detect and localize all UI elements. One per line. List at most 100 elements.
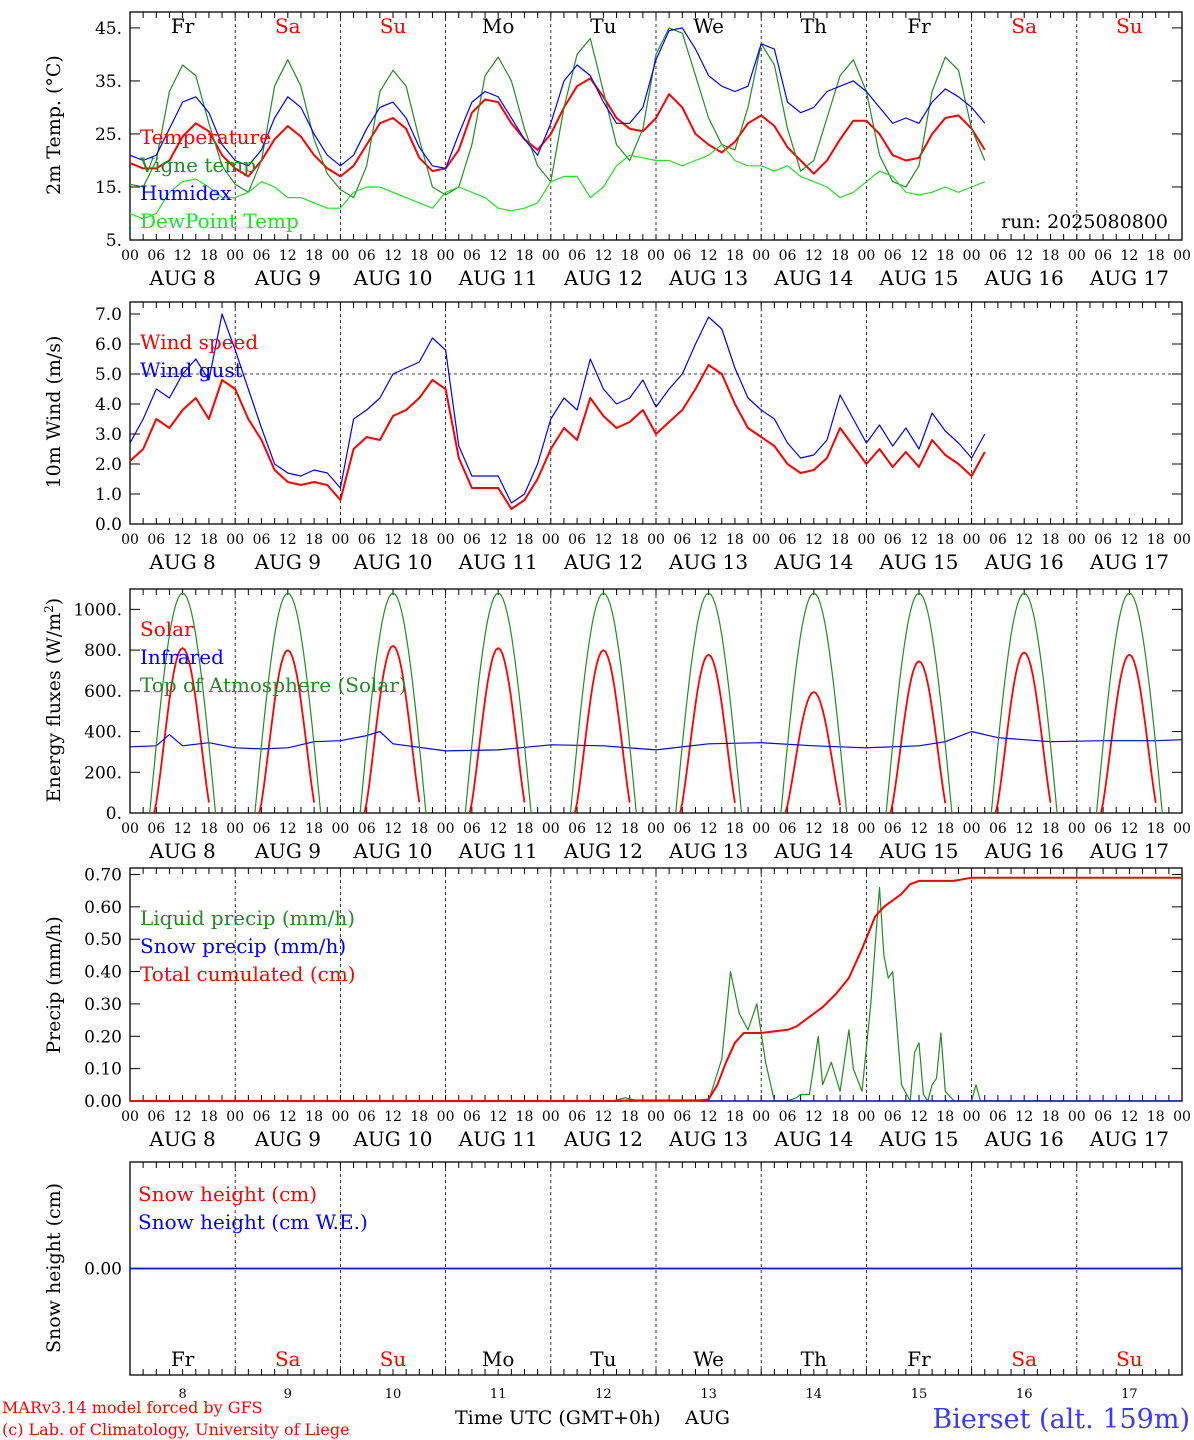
- bottom-date-label: 13: [700, 1387, 717, 1402]
- date-label: AUG 10: [352, 839, 432, 863]
- hour-tick-label: 00: [542, 248, 560, 264]
- hour-tick-label: 00: [647, 248, 665, 264]
- date-label: AUG 13: [668, 266, 748, 290]
- hour-tick-label: 18: [200, 532, 218, 548]
- hour-tick-label: 12: [1015, 532, 1033, 548]
- hour-tick-label: 18: [516, 532, 534, 548]
- solar-line: [468, 647, 526, 814]
- hour-tick-label: 12: [700, 248, 718, 264]
- hour-tick-label: 00: [752, 821, 770, 837]
- model-credit: MARv3.14 model forced by GFS: [2, 1398, 263, 1417]
- y-tick-label: 6.0: [95, 335, 122, 355]
- station-label: Bierset (alt. 159m): [932, 1404, 1190, 1435]
- hour-tick-label: 06: [1094, 532, 1112, 548]
- hour-tick-label: 06: [884, 821, 902, 837]
- hour-tick-label: 00: [121, 821, 139, 837]
- date-label: AUG 10: [352, 550, 432, 574]
- hour-tick-label: 12: [910, 821, 928, 837]
- date-label: AUG 16: [984, 266, 1064, 290]
- hour-tick-label: 06: [463, 532, 481, 548]
- hour-tick-label: 18: [1042, 248, 1060, 264]
- hour-tick-label: 00: [963, 532, 981, 548]
- hour-tick-label: 00: [331, 821, 349, 837]
- hour-tick-label: 00: [331, 1109, 349, 1125]
- y-tick-label: 7.0: [95, 305, 122, 325]
- hour-tick-label: 12: [805, 821, 823, 837]
- day-name-label: Su: [380, 1347, 407, 1371]
- hour-tick-label: 18: [936, 248, 954, 264]
- date-label: AUG 13: [668, 839, 748, 863]
- hour-tick-label: 18: [726, 248, 744, 264]
- hour-tick-label: 00: [963, 248, 981, 264]
- hour-tick-label: 00: [331, 532, 349, 548]
- hour-tick-label: 00: [1068, 248, 1086, 264]
- wind-speed-line: [129, 364, 986, 510]
- hour-tick-label: 18: [726, 1109, 744, 1125]
- date-label: AUG 14: [773, 1127, 853, 1151]
- day-name-label: We: [693, 1347, 724, 1371]
- date-label: AUG 17: [1089, 266, 1169, 290]
- day-name-label: Su: [380, 14, 407, 38]
- solar-line: [574, 649, 631, 814]
- hour-tick-label: 00: [752, 248, 770, 264]
- date-label: AUG 14: [773, 266, 853, 290]
- hour-tick-label: 18: [410, 248, 428, 264]
- date-label: AUG 10: [352, 1127, 432, 1151]
- date-label: AUG 17: [1089, 1127, 1169, 1151]
- day-name-label: Tu: [590, 1347, 616, 1371]
- hour-tick-label: 00: [437, 248, 455, 264]
- hour-tick-label: 06: [1094, 821, 1112, 837]
- hour-tick-label: 00: [752, 532, 770, 548]
- panel-frame: [129, 588, 1183, 814]
- hour-tick-label: 12: [910, 532, 928, 548]
- hour-tick-label: 00: [647, 1109, 665, 1125]
- y-tick-label: 0.20: [84, 1027, 122, 1047]
- hour-tick-label: 12: [489, 821, 507, 837]
- hour-tick-label: 06: [568, 248, 586, 264]
- hour-tick-label: 06: [989, 1109, 1007, 1125]
- y-tick-label: 35.: [95, 72, 122, 92]
- top-of-atmosphere-solar-line: [990, 592, 1058, 814]
- hour-tick-label: 00: [963, 821, 981, 837]
- day-name-label: Su: [1116, 1347, 1143, 1371]
- hour-tick-label: 06: [463, 1109, 481, 1125]
- hour-tick-label: 06: [779, 821, 797, 837]
- hour-tick-label: 06: [147, 821, 165, 837]
- hour-tick-label: 12: [700, 532, 718, 548]
- total-cumulated-cm-line: [130, 876, 1182, 1102]
- solar-line: [784, 691, 841, 814]
- date-label: AUG 11: [458, 1127, 538, 1151]
- hour-tick-label: 12: [174, 532, 192, 548]
- lab-credit: (c) Lab. of Climatology, University of L…: [2, 1420, 350, 1439]
- hour-tick-label: 18: [305, 1109, 323, 1125]
- day-name-label: Sa: [275, 1347, 301, 1371]
- hour-tick-label: 12: [1015, 248, 1033, 264]
- hour-tick-label: 06: [147, 532, 165, 548]
- hour-tick-label: 06: [884, 532, 902, 548]
- hour-tick-label: 12: [594, 821, 612, 837]
- hour-tick-label: 12: [174, 248, 192, 264]
- hour-tick-label: 12: [700, 821, 718, 837]
- hour-tick-label: 12: [1120, 821, 1138, 837]
- hour-tick-label: 18: [936, 1109, 954, 1125]
- hour-tick-label: 00: [857, 1109, 875, 1125]
- hour-tick-label: 00: [752, 1109, 770, 1125]
- y-tick-label: 4.0: [95, 395, 122, 415]
- hour-tick-label: 00: [226, 248, 244, 264]
- date-label: AUG 10: [352, 266, 432, 290]
- hour-tick-label: 06: [253, 1109, 271, 1125]
- liquid-precip-mm-h-line: [130, 886, 1182, 1102]
- day-name-label: Mo: [482, 1347, 515, 1371]
- hour-tick-label: 06: [358, 532, 376, 548]
- y-tick-label: 0.70: [84, 865, 122, 885]
- legend-entry: Humidex: [140, 181, 232, 205]
- hour-tick-label: 18: [726, 532, 744, 548]
- hour-tick-label: 18: [200, 821, 218, 837]
- hour-tick-label: 18: [1147, 532, 1165, 548]
- hour-tick-label: 12: [594, 248, 612, 264]
- hour-tick-label: 12: [805, 532, 823, 548]
- date-label: AUG 17: [1089, 839, 1169, 863]
- hour-tick-label: 18: [621, 1109, 639, 1125]
- hour-tick-label: 00: [121, 248, 139, 264]
- hour-tick-label: 18: [936, 532, 954, 548]
